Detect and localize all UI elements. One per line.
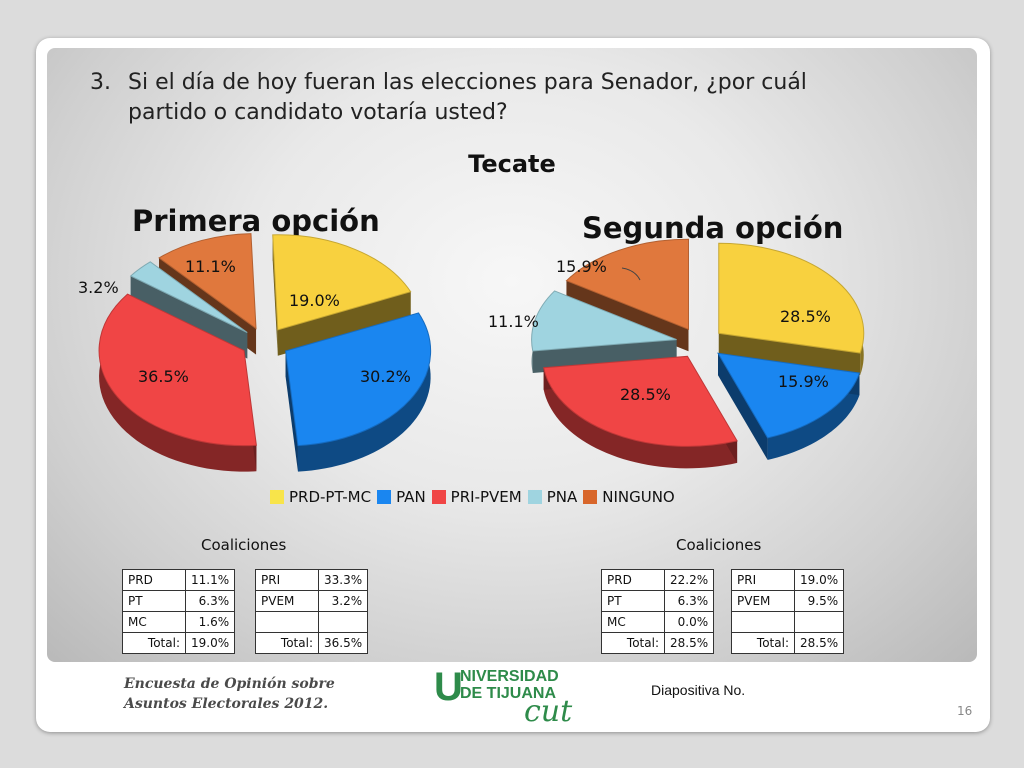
pie-chart-segunda: 28.5% 15.9% 28.5% 11.1% 15.9% [488,238,865,469]
legend-item-ninguno: NINGUNO [583,488,675,506]
table-row: PRD 11.1% [122,569,236,591]
data-label: 28.5% [780,307,831,326]
data-label: 11.1% [488,312,539,331]
slice-wall [297,312,431,472]
legend-item-pri: PRI-PVEM [431,488,522,506]
table-row: PVEM 3.2% [255,590,369,612]
subtitle: Tecate [468,150,556,178]
table-row: Total: 36.5% [255,632,369,654]
slice-wall [99,294,257,472]
table-row [255,611,369,633]
slide-number-label: Diapositiva No. [651,682,746,698]
footer-line-1: Encuesta de Opinión sobre [124,676,335,692]
data-label: 15.9% [778,372,829,391]
question-number: 3. [90,70,111,95]
slice-top [98,293,257,447]
legend-swatch [431,490,446,504]
coalition-table-prd-segunda: PRD 22.2% PT 6.3% MC 0.0% Total: 28.5% [601,569,715,654]
slice-wall [767,373,860,460]
slice-side [532,339,677,374]
coaliciones-label-right: Coaliciones [676,536,762,554]
pie-slice-pna [531,290,677,374]
slice-side [277,291,411,356]
coalition-table-prd-primera: PRD 11.1% PT 6.3% MC 1.6% Total: 19.0% [122,569,236,654]
table-row: Total: 28.5% [731,632,845,654]
data-label: 30.2% [360,367,411,386]
slice-top [531,290,677,352]
slice-wall [543,367,738,469]
data-label: 36.5% [138,367,189,386]
data-label: 28.5% [620,385,671,404]
data-label: 15.9% [556,257,607,276]
table-row: PRI 19.0% [731,569,845,591]
question-line-1: Si el día de hoy fueran las elecciones p… [128,70,807,95]
page-number: 16 [957,704,973,718]
slice-top [717,352,861,439]
table-row: Total: 28.5% [601,632,715,654]
slice-top [129,261,248,333]
chart-legend: PRD-PT-MC PAN PRI-PVEM PNA NINGUNO [270,487,681,507]
data-label: 19.0% [289,291,340,310]
legend-item-pna: PNA [527,488,577,506]
legend-swatch [583,490,598,504]
slice-top [272,234,412,331]
legend-swatch [377,490,392,504]
data-label: 11.1% [185,257,236,276]
footer-line-2: Asuntos Electorales 2012. [124,696,329,712]
table-row: MC 1.6% [122,611,236,633]
pie-slice-pri-pvem [543,355,738,469]
pie-chart-primera: 19.0% 30.2% 36.5% 3.2% 11.1% [78,233,432,472]
svg-text:NIVERSIDAD: NIVERSIDAD [460,668,559,685]
pie-slice-pan [285,312,432,472]
chart-title-primera: Primera opción [132,204,380,238]
slice-top [285,312,432,447]
slice-top [158,233,257,330]
question-line-2: partido o candidato votaría usted? [128,100,508,125]
chart-title-segunda: Segunda opción [582,211,844,245]
legend-item-prd: PRD-PT-MC [270,488,371,506]
pie-slice-pan [717,352,861,460]
slice-side [718,333,861,376]
coalition-table-pri-segunda: PRI 19.0% PVEM 9.5% Total: 28.5% [731,569,845,654]
pie-slice-prd-pt-mc [718,242,865,376]
svg-text:DE TIJUANA: DE TIJUANA [460,685,556,702]
legend-item-pan: PAN [377,488,426,506]
pie-slice-pri-pvem [98,293,257,472]
table-row: PRI 33.3% [255,569,369,591]
legend-swatch [270,490,284,504]
slice-top [565,238,689,331]
svg-text:cut: cut [524,694,573,724]
svg-text:U: U [434,665,463,709]
slice-side [718,353,768,460]
table-row: PT 6.3% [601,590,715,612]
legend-swatch [527,490,542,504]
data-label: 3.2% [78,278,119,297]
coalition-table-pri-primera: PRI 33.3% PVEM 3.2% Total: 36.5% [255,569,369,654]
table-row: PRD 22.2% [601,569,715,591]
slice-side [285,350,298,472]
coaliciones-label-left: Coaliciones [201,536,287,554]
leader-line [621,267,641,281]
slice-top [718,242,865,354]
universidad-de-tijuana-logo: U NIVERSIDAD DE TIJUANA cut [432,664,582,724]
table-row: MC 0.0% [601,611,715,633]
table-row: PT 6.3% [122,590,236,612]
table-row [731,611,845,633]
question-text: 3. Si el día de hoy fueran las elecciones… [90,68,970,128]
survey-footer-text: Encuesta de Opinión sobre Asuntos Electo… [124,674,335,714]
slice-top [543,355,738,447]
table-row: PVEM 9.5% [731,590,845,612]
pie-slice-prd-pt-mc [272,234,412,356]
table-row: Total: 19.0% [122,632,236,654]
